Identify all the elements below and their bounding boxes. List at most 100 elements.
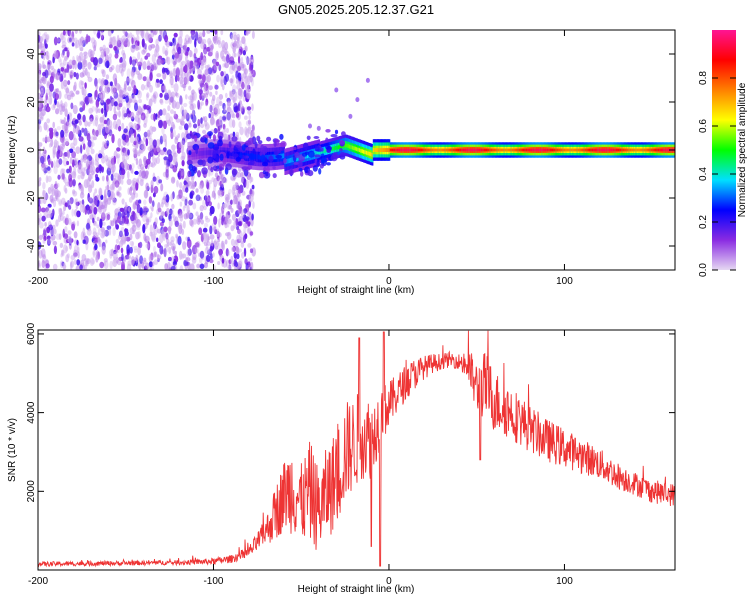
spectrogram-cell (57, 145, 62, 150)
spectrogram-cell (81, 86, 85, 96)
spectrogram-cell (150, 161, 156, 168)
spectrogram-cell (172, 59, 178, 66)
spectrogram-cell (131, 69, 135, 79)
spectrogram-cell (121, 261, 125, 270)
spectrogram-cell (126, 244, 130, 254)
spectrogram-cell (95, 129, 99, 137)
spectrogram-cell (215, 50, 220, 61)
spectrogram-cell (103, 141, 107, 151)
spectrogram-cell (136, 203, 141, 214)
spectrogram-cell (61, 124, 65, 130)
spectrogram-cell (52, 121, 55, 129)
spectrogram-cell (188, 122, 192, 128)
spectrogram-cell (92, 227, 97, 236)
spectrogram-cell (121, 122, 125, 130)
spectrogram-cell (236, 84, 241, 90)
spectrogram-cell (226, 231, 232, 240)
spectrogram-cell (141, 30, 146, 40)
spectrogram-cell (56, 150, 60, 160)
spectrogram-cell (166, 243, 169, 253)
spectrogram-cell (168, 209, 174, 215)
spectrogram-cell (71, 42, 75, 47)
spectrogram-cell (38, 116, 44, 121)
spectrogram-cell (183, 42, 187, 52)
spectrogram-cell (249, 231, 254, 236)
spectrogram-cell (238, 199, 243, 209)
spectrogram-cell (155, 44, 160, 54)
spectrogram-cell (186, 47, 190, 52)
spectrogram-cell (89, 214, 94, 220)
spectrogram-cell (192, 202, 197, 210)
spectrogram-cell (238, 236, 243, 242)
spectrogram-cell (143, 123, 147, 128)
spectrogram-cell (63, 117, 67, 126)
spectrogram-cell (183, 76, 188, 86)
spectrogram-cell (202, 199, 206, 208)
spectrogram-cell (60, 253, 63, 258)
spectrogram-cell (236, 51, 242, 58)
spectrogram-cell (85, 33, 89, 44)
spectrogram-cell (90, 148, 95, 155)
spectrogram-cell (47, 238, 51, 246)
spectrogram-cell (339, 151, 346, 158)
spectrogram-cell (162, 196, 167, 201)
spectrogram-cell (76, 54, 79, 62)
spectrogram-cell (143, 104, 148, 110)
spectrogram-cell (209, 258, 214, 264)
spectrogram-cell (57, 174, 61, 180)
spectrogram-cell (105, 74, 110, 80)
spectrogram-cell (71, 151, 76, 159)
spectrogram-cell (220, 71, 224, 77)
spectrogram-cell (218, 249, 222, 257)
spectrogram-cell (129, 136, 135, 144)
spectrogram-cell (250, 261, 254, 270)
spectrogram-cell (204, 122, 210, 131)
spectrogram-cell (179, 118, 183, 125)
spectrogram-cell (222, 44, 225, 52)
spectrogram-y-tick-label: -40 (26, 238, 37, 253)
spectrogram-cell (47, 166, 51, 172)
spectrogram-cell (137, 73, 143, 81)
spectrogram-cell (197, 118, 201, 127)
spectrogram-cell (163, 226, 168, 233)
spectrogram-cell (153, 65, 157, 71)
spectrogram-cell (149, 84, 153, 93)
spectrogram-cell (60, 129, 65, 138)
spectrogram-cell (230, 62, 234, 70)
spectrogram-cell (56, 102, 60, 111)
spectrogram-cell (225, 163, 232, 171)
spectrogram-cell (149, 62, 153, 68)
spectrogram-cell (118, 103, 123, 108)
spectrogram-cell (231, 168, 238, 176)
spectrogram-cell (205, 101, 208, 107)
spectrogram-cell (236, 205, 241, 210)
spectrogram-cell (232, 31, 237, 36)
spectrogram-cell (141, 169, 146, 179)
spectrogram-cell (205, 190, 210, 196)
spectrogram-cell (106, 197, 112, 205)
spectrogram-cell (129, 32, 133, 39)
snr-series-line (38, 330, 675, 568)
spectrogram-cell (216, 40, 221, 45)
spectrogram-cell (60, 119, 65, 125)
spectrogram-cell (232, 131, 236, 137)
spectrogram-cell (224, 62, 230, 69)
spectrogram-cell (181, 114, 185, 121)
spectrogram-cell (204, 246, 210, 255)
spectrogram-cell (137, 61, 143, 67)
spectrogram-cell (79, 107, 84, 113)
spectrogram-cell (236, 253, 240, 260)
spectrogram-cell (173, 83, 179, 93)
spectrogram-cell (61, 197, 66, 205)
spectrogram-cell (176, 57, 181, 63)
spectrogram-cell (226, 102, 230, 111)
spectrogram-cell (105, 60, 110, 69)
spectrogram-cell (185, 187, 189, 193)
spectrogram-cell (135, 70, 140, 76)
spectrogram-cell (44, 43, 48, 49)
spectrogram-cell (192, 244, 197, 255)
spectrogram-cell (86, 133, 91, 142)
spectrogram-cell (243, 235, 246, 243)
spectrogram-cell (119, 58, 122, 63)
spectrogram-cell (123, 128, 128, 133)
